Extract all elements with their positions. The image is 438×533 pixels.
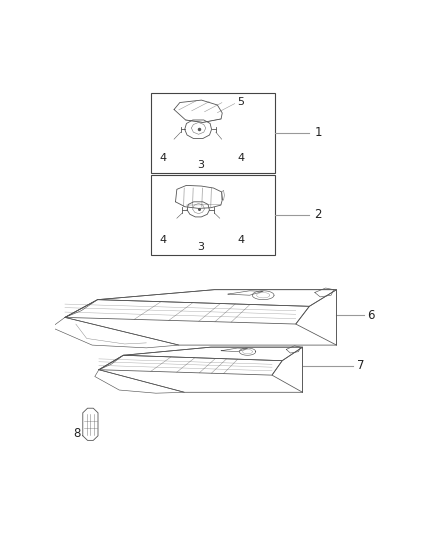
- Text: 4: 4: [159, 236, 166, 245]
- Bar: [152, 175, 276, 255]
- Text: 7: 7: [357, 359, 364, 372]
- Text: 4: 4: [159, 154, 166, 163]
- Bar: [152, 93, 276, 173]
- Text: 5: 5: [237, 98, 244, 107]
- Text: 2: 2: [314, 208, 322, 221]
- Text: 4: 4: [237, 236, 244, 245]
- Text: 6: 6: [367, 309, 374, 321]
- Text: 8: 8: [73, 427, 80, 440]
- Text: 1: 1: [314, 126, 322, 139]
- Text: 4: 4: [237, 154, 244, 163]
- Text: 3: 3: [198, 242, 205, 252]
- Text: 3: 3: [198, 160, 205, 169]
